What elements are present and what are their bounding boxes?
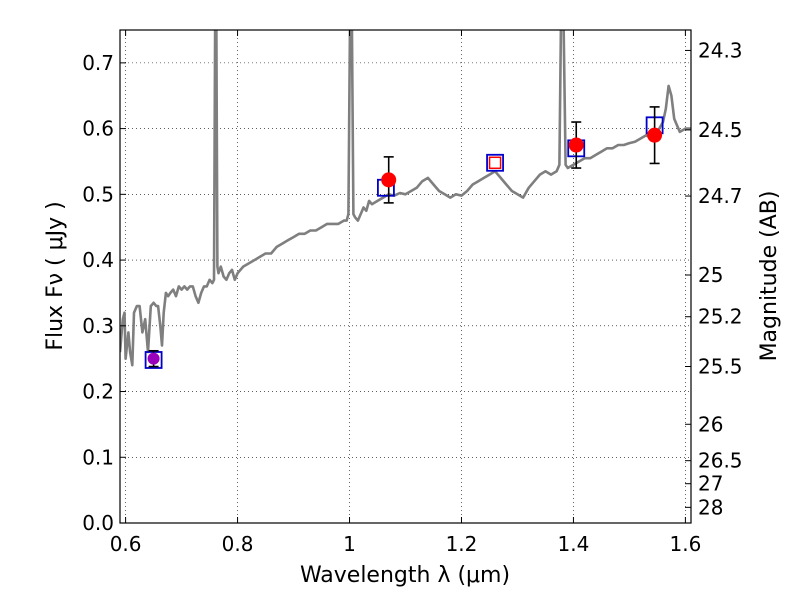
observed-photometry-point: [647, 127, 663, 143]
plot-frame: [119, 29, 692, 524]
y-tick-label: 0.3: [82, 314, 114, 338]
observed-photometry-point: [381, 172, 397, 188]
y2-tick-label: 26.5: [698, 449, 743, 473]
y2-axis-label: Magnitude (AB): [757, 191, 782, 362]
x-tick-label: 1.6: [669, 532, 701, 556]
y2-tick-label: 24.3: [698, 38, 743, 62]
x-tick-label: 0.6: [110, 532, 142, 556]
x-tick-label: 1: [343, 532, 356, 556]
observed-photometry-point: [568, 137, 584, 153]
axes: 0.6 0.8 1 1.2 1.4 1.6 0.0 0.1 0.2 0.3 0.4 0.5 0.6 0.7…: [82, 30, 743, 556]
upper-limit-point: [488, 156, 502, 170]
x-tick-label: 1.2: [446, 532, 478, 556]
y-tick-label: 0.1: [82, 445, 114, 469]
y2-tick-label: 25.5: [698, 354, 743, 378]
y2-tick-label: 25.2: [698, 305, 743, 329]
x-tick-label: 0.8: [222, 532, 254, 556]
y-tick-label: 0.7: [82, 51, 114, 75]
x-tick-label: 1.4: [558, 532, 590, 556]
observed-photometry-point: [147, 352, 160, 365]
x-axis-label: Wavelength λ (μm): [300, 563, 510, 588]
y-tick-label: 0.5: [82, 182, 114, 206]
y2-tick-label: 28: [698, 495, 723, 519]
y2-tick-label: 25: [698, 263, 723, 287]
spectrum-line: [120, 30, 691, 367]
y-tick-label: 0.0: [82, 511, 114, 535]
y-tick-label: 0.2: [82, 380, 114, 404]
y-tick-label: 0.4: [82, 248, 114, 272]
y2-tick-label: 24.5: [698, 118, 743, 142]
y2-tick-label: 26: [698, 412, 723, 436]
y-tick-label: 0.6: [82, 117, 114, 141]
y-axis-label: Flux Fν ( μJy ): [43, 201, 68, 350]
y2-tick-label: 27: [698, 472, 723, 496]
model-photometry-point: [486, 153, 504, 172]
y2-tick-label: 24.7: [698, 184, 743, 208]
plot-area: [120, 30, 691, 369]
